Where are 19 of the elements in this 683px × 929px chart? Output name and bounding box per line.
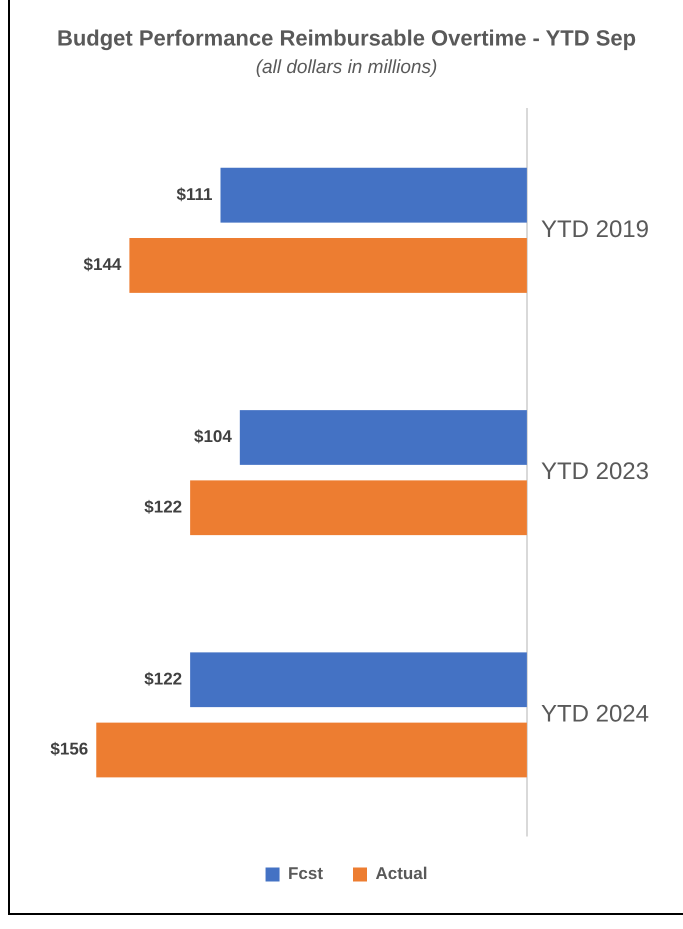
bar <box>190 480 527 536</box>
y-tick-label: YTD 2024 <box>540 700 650 728</box>
legend-label: Actual <box>376 864 428 884</box>
bar <box>96 722 527 778</box>
bar <box>220 168 527 223</box>
data-label: $111 <box>176 184 212 204</box>
y-tick-label: YTD 2023 <box>540 458 650 486</box>
y-tick-label: YTD 2019 <box>540 216 650 243</box>
bar <box>129 238 527 293</box>
data-label: $156 <box>50 740 88 759</box>
chart-title: Budget Performance Reimbursable Overtime - YTD Sep <box>56 25 636 50</box>
data-label: $122 <box>144 497 182 516</box>
data-label: $104 <box>194 427 232 446</box>
bar <box>190 652 527 708</box>
bar <box>240 410 527 465</box>
legend-label: Fcst <box>288 864 324 884</box>
data-label: $122 <box>144 669 182 688</box>
chart-subtitle: (all dollars in millions) <box>256 57 438 78</box>
data-label: $144 <box>84 255 122 274</box>
